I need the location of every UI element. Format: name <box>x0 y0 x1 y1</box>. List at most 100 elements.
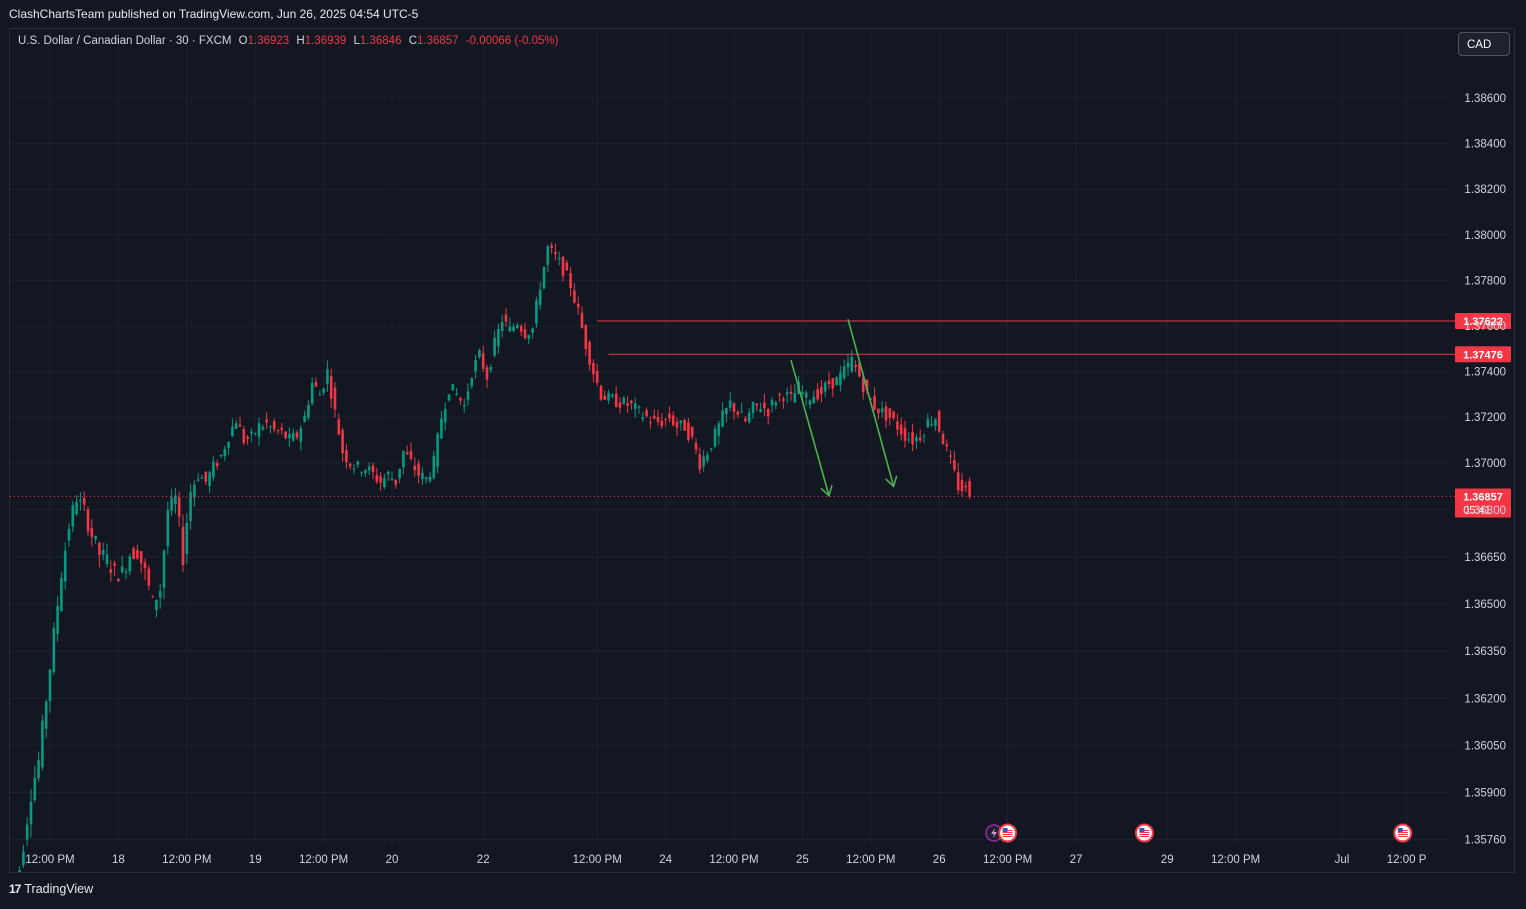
tradingview-logo-icon: 17 <box>9 882 21 896</box>
candle-body <box>299 428 303 442</box>
candle-body <box>599 385 603 400</box>
candle-body <box>493 337 496 356</box>
candle-body <box>177 497 181 517</box>
legend-open-label: O <box>238 35 248 47</box>
candle-body <box>367 466 371 471</box>
candle-body <box>892 411 895 419</box>
candle-body <box>462 404 466 407</box>
candle-body <box>820 386 823 394</box>
candle-body <box>318 394 322 396</box>
candle-body <box>409 450 413 459</box>
candle-body <box>398 468 401 479</box>
y-tick-label: 1.36050 <box>1464 740 1506 752</box>
candle-body <box>405 452 409 455</box>
candle-body <box>557 258 561 260</box>
candle-body <box>793 393 797 403</box>
candle-body <box>158 590 162 598</box>
candle-body <box>333 387 337 410</box>
candle-body <box>694 442 698 450</box>
candle-body <box>956 472 960 491</box>
candle-body <box>721 410 724 427</box>
candle-body <box>94 535 97 540</box>
candle-body <box>740 411 743 413</box>
candle-body <box>884 406 888 421</box>
candle-body <box>261 427 265 430</box>
candle-body <box>208 472 211 487</box>
candle-body <box>926 418 930 428</box>
candle-body <box>345 450 348 462</box>
candle-body <box>873 395 876 410</box>
candle-body <box>71 505 75 527</box>
price-chart[interactable]: 1.376221.374761.3685705:411.386001.38400… <box>10 29 1514 872</box>
flag-stripe <box>1397 832 1408 833</box>
candle-body <box>421 472 424 480</box>
candle-body <box>527 335 531 339</box>
candle-body <box>436 433 439 467</box>
candle-body <box>550 245 553 248</box>
candle-body <box>253 433 257 435</box>
candle-body <box>250 431 253 434</box>
currency-button[interactable]: CAD <box>1458 32 1510 56</box>
candle-body <box>219 455 223 457</box>
candle-body <box>402 450 405 468</box>
y-tick-label: 1.36500 <box>1464 599 1506 611</box>
candle-body <box>964 485 968 488</box>
candle-body <box>238 424 242 427</box>
candle-body <box>18 869 21 872</box>
flag-stripe <box>1002 834 1013 835</box>
candle-body <box>675 421 679 428</box>
y-tick-label: 1.37000 <box>1464 458 1506 470</box>
candle-body <box>812 396 816 404</box>
legend-low-value: 1.36846 <box>359 35 402 47</box>
candle-body <box>744 418 747 422</box>
candle-body <box>831 378 835 389</box>
candle-body <box>170 497 173 511</box>
candle-body <box>386 471 390 475</box>
candle-body <box>196 479 200 481</box>
candle-body <box>778 393 781 396</box>
x-tick-label: 12:00 PM <box>573 854 622 866</box>
candle-body <box>907 439 911 441</box>
candle-body <box>474 360 477 372</box>
candle-body <box>903 427 907 441</box>
candle-body <box>918 437 922 441</box>
candle-body <box>827 380 831 384</box>
y-tick-label: 1.38600 <box>1464 93 1506 105</box>
candle-body <box>671 415 675 426</box>
flag-canton <box>1002 828 1008 832</box>
candle-body <box>22 851 25 866</box>
candle-body <box>155 599 158 611</box>
candle-body <box>356 461 360 465</box>
candle-body <box>934 419 937 427</box>
candle-body <box>181 526 185 565</box>
candle-body <box>645 409 648 417</box>
candle-body <box>326 369 329 384</box>
candle-body <box>310 382 314 404</box>
candle-body <box>288 434 291 439</box>
candle-body <box>329 376 333 399</box>
flag-stripe <box>1139 832 1150 833</box>
footer-brand-name: TradingView <box>24 882 94 896</box>
candle-body <box>656 416 660 422</box>
flag-stripe <box>1139 836 1150 837</box>
candle-body <box>728 400 732 408</box>
price-level-label-bg <box>1455 346 1511 363</box>
x-tick-label: 29 <box>1161 854 1174 866</box>
candle-body <box>41 720 44 768</box>
candle-body <box>128 556 132 572</box>
x-tick-label: 12:00 PM <box>846 854 895 866</box>
candle-body <box>360 472 363 474</box>
candle-body <box>485 367 489 380</box>
candle-body <box>162 550 166 588</box>
candle-body <box>314 381 318 387</box>
candle-body <box>25 824 29 840</box>
candle-body <box>633 403 637 409</box>
candle-body <box>257 423 261 438</box>
candle-body <box>120 566 124 573</box>
candle-body <box>801 392 804 395</box>
candle-body <box>212 461 215 478</box>
x-tick-label: 24 <box>659 854 672 866</box>
candle-body <box>941 433 945 445</box>
candle-body <box>554 252 557 255</box>
candle-body <box>124 571 128 573</box>
